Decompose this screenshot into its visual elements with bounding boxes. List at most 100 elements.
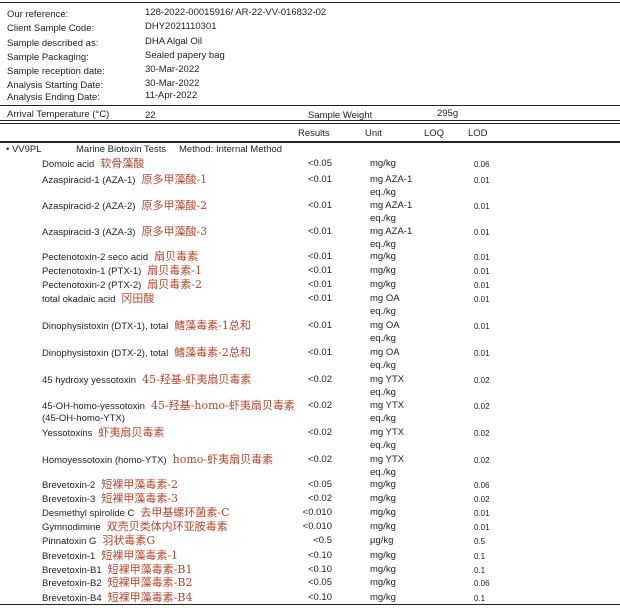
lod-value: 0.01 (474, 349, 490, 358)
analyte-chinese-name: 45-羟基-homo-虾夷扇贝毒素 (150, 399, 295, 412)
analyte-chinese-name: homo-虾夷扇贝毒素 (172, 453, 274, 466)
analyte-chinese-name: 原多甲藻酸-3 (141, 225, 208, 238)
unit: mg/kg (370, 507, 396, 518)
result-value: <0.02 (307, 493, 332, 504)
analyte-name: 45-OH-homo-yessotoxin 45-羟基-homo-虾夷扇贝毒素 (42, 399, 295, 412)
analyte-name: Dinophysistoxin (DTX-1), total 鳍藻毒素-1总和 (42, 319, 251, 332)
lod-value: 0.06 (474, 579, 490, 588)
result-value: <0.05 (307, 479, 332, 490)
analyte-name: Azaspiracid-2 (AZA-2) 原多甲藻酸-2 (42, 199, 208, 212)
analyte-chinese-name: 鳍藻毒素-1总和 (174, 319, 251, 332)
result-value: <0.10 (307, 550, 332, 561)
result-value: <0.02 (307, 400, 332, 411)
info-label: Our reference: (7, 9, 69, 20)
analyte-name: Desmethyl spirolide C 去甲基螺环菌素-C (42, 506, 230, 519)
analyte-chinese-name: 虾夷扇贝毒素 (98, 426, 165, 439)
unit-line2: eq./kg (370, 187, 396, 198)
unit: mg/kg (370, 265, 396, 276)
section-name: Marine Biotoxin Tests (76, 144, 167, 155)
analyte-chinese-name: 短裸甲藻毒素-1 (101, 549, 179, 562)
analyte-chinese-name: 短裸甲藻毒素-B2 (107, 576, 193, 589)
unit: mg OA (370, 293, 400, 304)
unit: mg/kg (370, 479, 396, 490)
analyte-name: total okadaic acid 冈田酸 (42, 292, 155, 305)
analyte-chinese-name: 短裸甲藻毒素-B4 (107, 591, 193, 604)
lod-value: 0.1 (474, 552, 486, 561)
info-value: 30-Mar-2022 (145, 64, 200, 75)
analyte-name: Pectenotoxin-2 seco acid 扇贝毒素 (42, 250, 199, 263)
result-value: <0.01 (307, 265, 332, 276)
divider (0, 2, 620, 3)
info-label: Client Sample Code: (7, 23, 95, 34)
info-value: DHA Algal Oil (145, 36, 203, 47)
section-code: • VV9PL (6, 144, 42, 155)
analyte-chinese-name: 鳍藻毒素-2总和 (174, 346, 251, 359)
analyte-name: Pectenotoxin-2 (PTX-2) 扇贝毒素-2 (42, 278, 202, 291)
result-value: <0.02 (307, 427, 332, 438)
col-unit: Unit (365, 128, 382, 139)
analyte-name: Yessotoxins 虾夷扇贝毒素 (42, 426, 165, 439)
lod-value: 0.02 (474, 456, 490, 465)
analyte-name: Pectenotoxin-1 (PTX-1) 扇贝毒素-1 (42, 264, 202, 277)
unit: mg/kg (370, 577, 396, 588)
unit: mg YTX (370, 454, 405, 465)
result-value: <0.02 (307, 374, 332, 385)
result-value: <0.5 (313, 535, 332, 546)
result-value: <0.01 (307, 226, 332, 237)
divider (0, 105, 620, 106)
info-label: Analysis Starting Date: (7, 80, 104, 91)
lod-value: 0.01 (474, 295, 490, 304)
unit-line2: eq./kg (370, 239, 396, 250)
result-value: <0.05 (307, 577, 332, 588)
analyte-name: Brevetoxin-B1 短裸甲藻毒素-B1 (42, 563, 193, 576)
unit: mg/kg (370, 592, 396, 603)
result-value: <0.01 (307, 320, 332, 331)
analyte-name: Domoic acid 软骨藻酸 (42, 157, 145, 170)
result-value: <0.10 (307, 564, 332, 575)
unit: mg/kg (370, 279, 396, 290)
info-value: Sealed papery bag (145, 50, 225, 61)
lod-value: 0.02 (474, 429, 490, 438)
unit: mg AZA-1 (370, 174, 413, 185)
unit: mg/kg (370, 564, 396, 575)
analyte-name: Azaspiracid-3 (AZA-3) 原多甲藻酸-3 (42, 225, 208, 238)
analyte-chinese-name: 扇贝毒素-2 (147, 278, 202, 291)
result-value: <0.01 (307, 174, 332, 185)
analyte-chinese-name: 双壳贝类体内环亚胺毒素 (106, 520, 228, 533)
analyte-chinese-name: 短裸甲藻毒素-B1 (107, 563, 193, 576)
unit: µg/kg (370, 535, 394, 546)
analyte-name: Brevetoxin-1 短裸甲藻毒素-1 (42, 549, 179, 562)
info-label: Sample described as: (7, 38, 99, 49)
analyte-name: Azaspiracid-1 (AZA-1) 原多甲藻酸-1 (42, 173, 208, 186)
result-value: <0.01 (307, 293, 332, 304)
lod-value: 0.01 (474, 322, 490, 331)
col-loq: LOQ (424, 128, 445, 139)
lod-value: 0.01 (474, 253, 490, 262)
analyte-chinese-name: 原多甲藻酸-2 (141, 199, 208, 212)
analyte-chinese-name: 冈田酸 (121, 292, 155, 305)
analyte-chinese-name: 软骨藻酸 (100, 157, 145, 170)
lod-value: 0.02 (474, 376, 490, 385)
unit: mg/kg (370, 550, 396, 561)
divider (0, 123, 620, 124)
lod-value: 0.02 (474, 495, 490, 504)
unit: mg YTX (370, 400, 405, 411)
analyte-name-line2: (45-OH-homo-YTX) (42, 413, 125, 424)
analyte-name: Pinnatoxin G 羽状毒素G (42, 534, 156, 547)
analyte-name: Brevetoxin-B4 短裸甲藻毒素-B4 (42, 591, 193, 604)
analyte-name: Brevetoxin-B2 短裸甲藻毒素-B2 (42, 576, 193, 589)
col-results: Results (298, 128, 330, 139)
info-label: Sample Packaging: (7, 52, 89, 63)
result-value: <0.02 (307, 454, 332, 465)
info-label: Sample reception date: (7, 66, 105, 77)
lod-value: 0.01 (474, 202, 490, 211)
unit: mg/kg (370, 521, 396, 532)
result-value: <0.01 (307, 347, 332, 358)
analyte-chinese-name: 扇贝毒素-1 (147, 264, 202, 277)
analyte-name: Homoyessotoxin (homo-YTX) homo-虾夷扇贝毒素 (42, 453, 274, 466)
divider (0, 141, 620, 143)
lod-value: 0.06 (474, 160, 490, 169)
lod-value: 0.01 (474, 509, 490, 518)
analyte-name: Brevetoxin-3 短裸甲藻毒素-3 (42, 492, 179, 505)
section-method: Method: Internal Method (179, 144, 282, 155)
